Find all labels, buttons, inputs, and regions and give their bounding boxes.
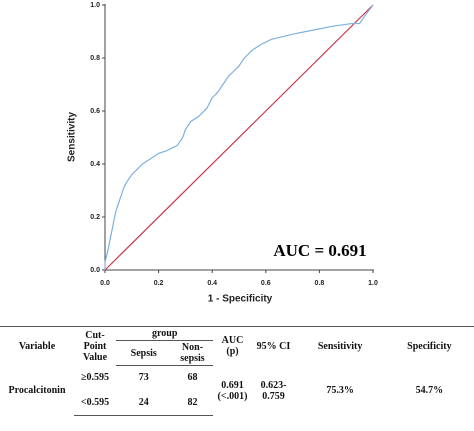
header: 95% CI: [251, 326, 296, 366]
header: Sepsis: [116, 340, 172, 366]
x-tick-label: 1.0: [368, 280, 378, 287]
cell: 54.7%: [415, 385, 444, 396]
cell: <0.595: [74, 389, 116, 416]
roc-curve: [104, 4, 374, 270]
y-tick-label: 0.0: [90, 267, 100, 274]
results-table: Variable Cut-Point Value group AUC (p) 9…: [0, 326, 474, 416]
header: Cut-Point Value: [74, 326, 116, 366]
annotation: AUC = 0.691: [273, 241, 366, 260]
header: Sensitivity: [295, 326, 385, 366]
y-tick-label: 0.8: [90, 55, 100, 62]
x-tick-label: 0.2: [154, 280, 164, 287]
chart: Sensitivity 1 - Specificity AUC = 0.691 …: [67, 2, 378, 305]
x-tick-label: 0.0: [100, 280, 110, 287]
cell: Procalcitonin: [8, 385, 66, 396]
p-value: (<.001): [217, 390, 248, 402]
cell: 0.623-0.759: [260, 379, 287, 402]
x-tick-label: 0.6: [261, 280, 271, 287]
header: AUC (p): [213, 326, 252, 366]
cell: ≥0.595: [81, 372, 109, 383]
x-tick-label: 0.4: [207, 280, 217, 287]
y-tick-label: 0.4: [90, 161, 100, 168]
cell: 68: [187, 372, 198, 384]
y-tick-label: 1.0: [90, 2, 100, 9]
cell: 73: [138, 372, 149, 384]
cell: 75.3%: [326, 385, 354, 396]
cell: 82: [171, 389, 214, 416]
y-axis-label: Sensitivity: [67, 112, 78, 162]
x-axis-label: 1 - Specificity: [208, 294, 273, 305]
y-tick-label: 0.6: [90, 108, 100, 115]
header: Non-sepsis: [171, 340, 214, 366]
header: group: [116, 326, 214, 341]
reference-line: [104, 4, 374, 271]
x-tick-label: 0.8: [315, 280, 325, 287]
header: Variable: [0, 326, 74, 366]
cell: 0.691 (<.001): [213, 366, 251, 416]
y-tick-label: 0.2: [90, 214, 100, 221]
header: Specificity: [384, 326, 474, 366]
auc: 0.691: [221, 379, 244, 391]
cell: 24: [116, 389, 172, 416]
